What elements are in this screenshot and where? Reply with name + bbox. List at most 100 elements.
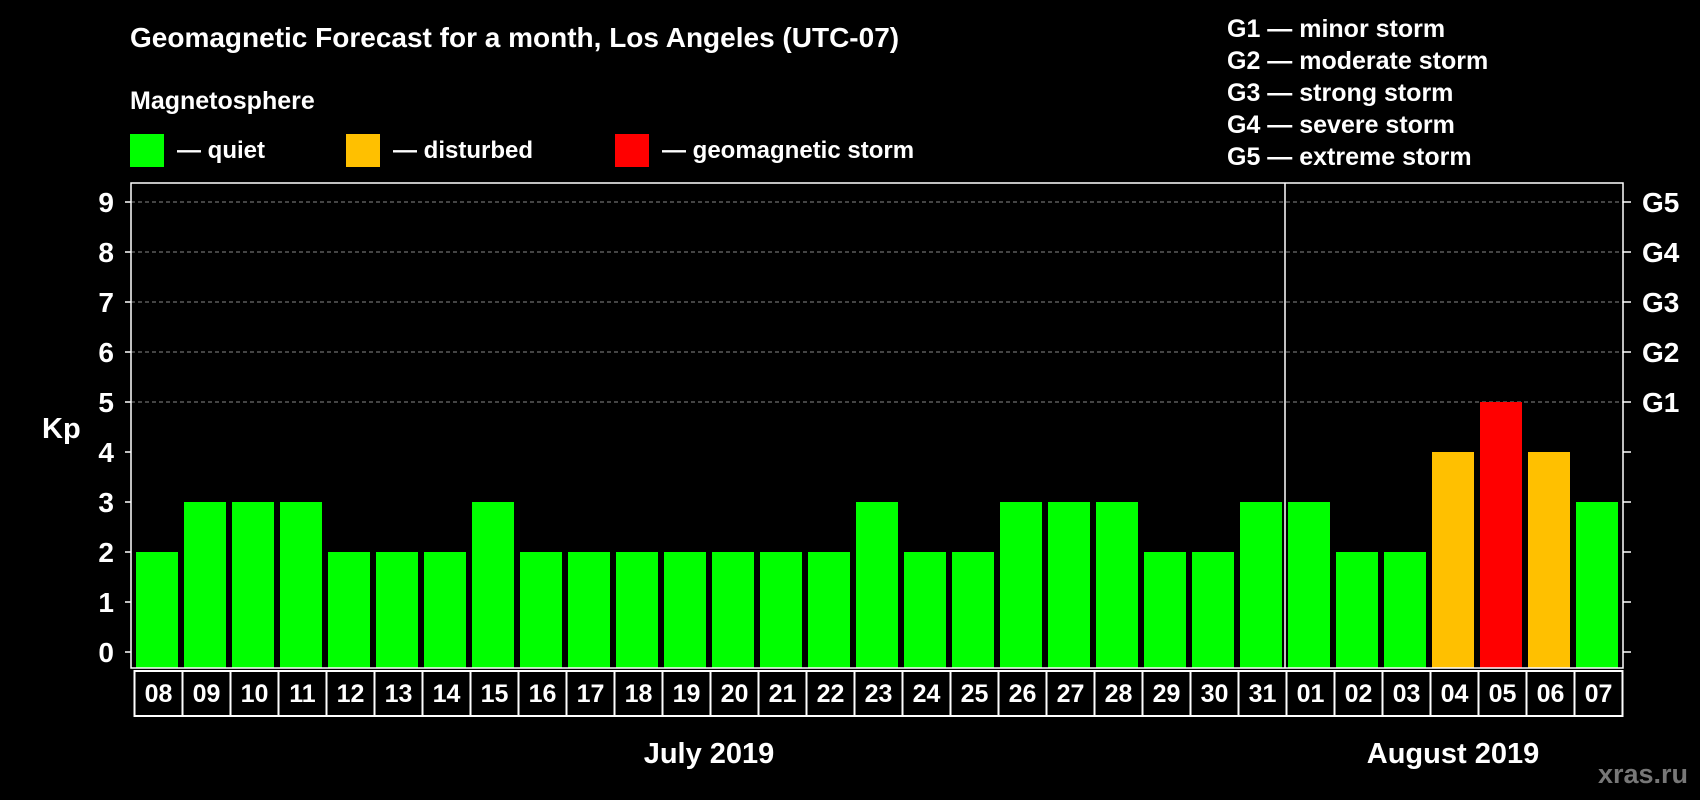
bar-01 (1288, 502, 1330, 668)
x-tick-label-26: 26 (1009, 680, 1037, 708)
x-tick-label-18: 18 (625, 680, 653, 708)
bar-03 (1384, 552, 1426, 668)
bars (136, 183, 1618, 668)
bar-02 (1336, 552, 1378, 668)
right-tick-label-G4: G4 (1642, 237, 1680, 268)
y-tick-label-1: 1 (98, 587, 114, 618)
x-tick-label-06: 06 (1537, 680, 1565, 708)
legend-swatch-0 (130, 134, 164, 167)
legend-label-0: — quiet (177, 137, 265, 164)
y-tick-label-5: 5 (98, 387, 114, 418)
bar-07 (1576, 502, 1618, 668)
bar-08 (136, 552, 178, 668)
bar-23 (856, 502, 898, 668)
y-tick-label-2: 2 (98, 537, 114, 568)
x-tick-label-08: 08 (145, 680, 173, 708)
x-tick-label-16: 16 (529, 680, 557, 708)
bar-11 (280, 502, 322, 668)
x-tick-label-14: 14 (433, 680, 461, 708)
bar-31 (1240, 502, 1282, 668)
x-tick-label-20: 20 (721, 680, 749, 708)
bar-15 (472, 502, 514, 668)
x-tick-label-25: 25 (961, 680, 989, 708)
bar-06 (1528, 452, 1570, 668)
bar-21 (760, 552, 802, 668)
bar-05 (1480, 402, 1522, 668)
x-tick-label-17: 17 (577, 680, 605, 708)
month-label-0: July 2019 (644, 738, 775, 770)
bar-17 (568, 552, 610, 668)
storm-scale-item-2: G3 — strong storm (1227, 79, 1453, 107)
right-tick-label-G1: G1 (1642, 387, 1679, 418)
x-axis: 08 09 10 11 12 13 14 15 16 17 18 19 20 21 22 23 24 25 26 27… (133, 670, 1624, 717)
x-tick-label-19: 19 (673, 680, 701, 708)
bar-27 (1048, 502, 1090, 668)
grid (131, 201, 1623, 403)
bar-26 (1000, 502, 1042, 668)
bar-20 (712, 552, 754, 668)
watermark: xras.ru (1598, 759, 1688, 789)
x-tick-label-31: 31 (1249, 680, 1277, 708)
x-tick-label-05: 05 (1489, 680, 1517, 708)
x-tick-label-09: 09 (193, 680, 221, 708)
x-tick-label-02: 02 (1345, 680, 1373, 708)
bar-29 (1144, 552, 1186, 668)
x-tick-label-21: 21 (769, 680, 797, 708)
month-labels: July 2019 August 2019 (644, 738, 1540, 770)
storm-scale-item-4: G5 — extreme storm (1227, 143, 1472, 171)
bar-09 (184, 502, 226, 668)
y-tick-label-4: 4 (98, 437, 114, 468)
x-tick-label-29: 29 (1153, 680, 1181, 708)
right-tick-label-G3: G3 (1642, 287, 1679, 318)
legend-swatch-2 (615, 134, 649, 167)
y-tick-label-6: 6 (98, 337, 114, 368)
x-tick-label-12: 12 (337, 680, 365, 708)
chart-title: Geomagnetic Forecast for a month, Los An… (130, 22, 899, 53)
y-tick-label-0: 0 (98, 637, 114, 668)
bar-14 (424, 552, 466, 668)
x-tick-box-07 (1573, 670, 1624, 717)
y-tick-label-9: 9 (98, 187, 114, 218)
legend-swatch-1 (346, 134, 380, 167)
storm-scale-item-0: G1 — minor storm (1227, 15, 1445, 43)
x-tick-label-13: 13 (385, 680, 413, 708)
storm-scale-item-3: G4 — severe storm (1227, 111, 1455, 139)
x-tick-label-28: 28 (1105, 680, 1133, 708)
bar-19 (664, 552, 706, 668)
x-tick-label-15: 15 (481, 680, 509, 708)
right-axis: G1 G2 G3 G4 G5 (1623, 187, 1680, 653)
legend-label-1: — disturbed (393, 137, 533, 164)
bar-18 (616, 552, 658, 668)
x-tick-label-10: 10 (241, 680, 269, 708)
bar-13 (376, 552, 418, 668)
bar-04 (1432, 452, 1474, 668)
bar-25 (952, 552, 994, 668)
y-tick-label-7: 7 (98, 287, 114, 318)
legend: — quiet — disturbed — geomagnetic storm (130, 134, 914, 167)
right-tick-label-G2: G2 (1642, 337, 1679, 368)
x-tick-label-03: 03 (1393, 680, 1421, 708)
bar-16 (520, 552, 562, 668)
storm-scale-item-1: G2 — moderate storm (1227, 47, 1488, 75)
y-axis: 0 1 2 3 4 5 6 7 8 9 (98, 187, 131, 668)
x-tick-label-07: 07 (1585, 680, 1613, 708)
y-tick-label-3: 3 (98, 487, 114, 518)
x-tick-label-22: 22 (817, 680, 845, 708)
x-tick-label-23: 23 (865, 680, 893, 708)
plot-frame (130, 182, 1624, 669)
bar-30 (1192, 552, 1234, 668)
x-tick-label-04: 04 (1441, 680, 1469, 708)
x-tick-label-24: 24 (913, 680, 941, 708)
bar-24 (904, 552, 946, 668)
y-tick-label-8: 8 (98, 237, 114, 268)
bar-12 (328, 552, 370, 668)
month-label-1: August 2019 (1367, 738, 1539, 770)
right-tick-label-G5: G5 (1642, 187, 1679, 218)
legend-label-2: — geomagnetic storm (662, 137, 914, 164)
bar-22 (808, 552, 850, 668)
bar-10 (232, 502, 274, 668)
legend-title: Magnetosphere (130, 87, 315, 115)
x-tick-label-11: 11 (289, 680, 316, 708)
x-tick-label-01: 01 (1297, 680, 1325, 708)
